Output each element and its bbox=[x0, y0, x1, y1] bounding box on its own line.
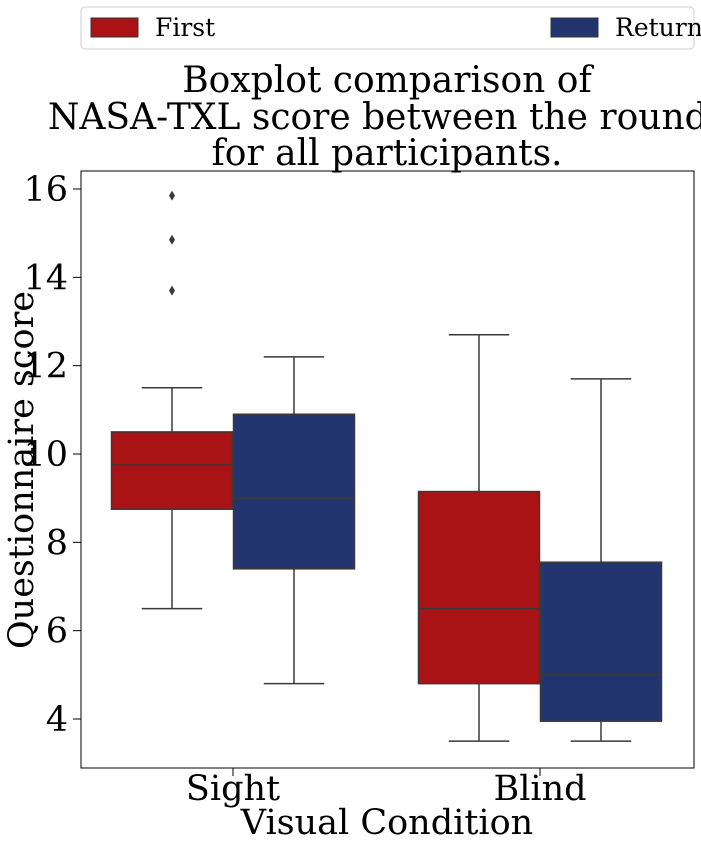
x-axis: Sight Blind bbox=[186, 768, 587, 809]
y-tick-label: 8 bbox=[46, 523, 68, 563]
title-line-2: NASA-TXL score between the rounds bbox=[48, 97, 701, 138]
box-iqr bbox=[232, 413, 356, 570]
legend-swatch-first bbox=[90, 17, 139, 38]
outlier-point bbox=[169, 190, 175, 201]
legend-swatch-return bbox=[550, 17, 599, 38]
box-return-sight bbox=[232, 356, 356, 685]
boxes-layer bbox=[110, 190, 663, 742]
title-line-1: Boxplot comparison of bbox=[182, 60, 594, 101]
box-first-blind bbox=[417, 334, 541, 742]
box-iqr bbox=[417, 490, 541, 685]
x-axis-label: Visual Condition bbox=[240, 803, 533, 843]
x-tick-label: Blind bbox=[493, 769, 586, 809]
y-tick-label: 14 bbox=[23, 258, 68, 298]
outlier-point bbox=[169, 285, 175, 296]
y-tick-label: 12 bbox=[23, 347, 68, 387]
box-iqr bbox=[539, 561, 663, 722]
legend-frame bbox=[80, 6, 695, 50]
x-tick-label: Sight bbox=[186, 769, 280, 809]
legend-label-first: First bbox=[155, 13, 215, 42]
legend-label-return: Return bbox=[615, 13, 701, 42]
legend: First Return bbox=[80, 6, 701, 50]
box-return-blind bbox=[539, 378, 663, 742]
plot-frame bbox=[80, 170, 695, 769]
chart-title: Boxplot comparison of NASA-TXL score bet… bbox=[48, 60, 701, 174]
title-line-3: for all participants. bbox=[211, 133, 562, 174]
box-first-sight bbox=[110, 190, 234, 610]
y-tick-label: 10 bbox=[23, 435, 68, 475]
y-tick-label: 16 bbox=[23, 170, 68, 210]
outlier-point bbox=[169, 234, 175, 245]
box-iqr bbox=[110, 431, 234, 510]
y-axis-label: Questionnaire score bbox=[2, 291, 42, 649]
y-tick-label: 4 bbox=[46, 700, 68, 740]
y-axis: 4 6 8 10 12 14 16 bbox=[23, 170, 81, 740]
y-tick-label: 6 bbox=[46, 612, 68, 652]
